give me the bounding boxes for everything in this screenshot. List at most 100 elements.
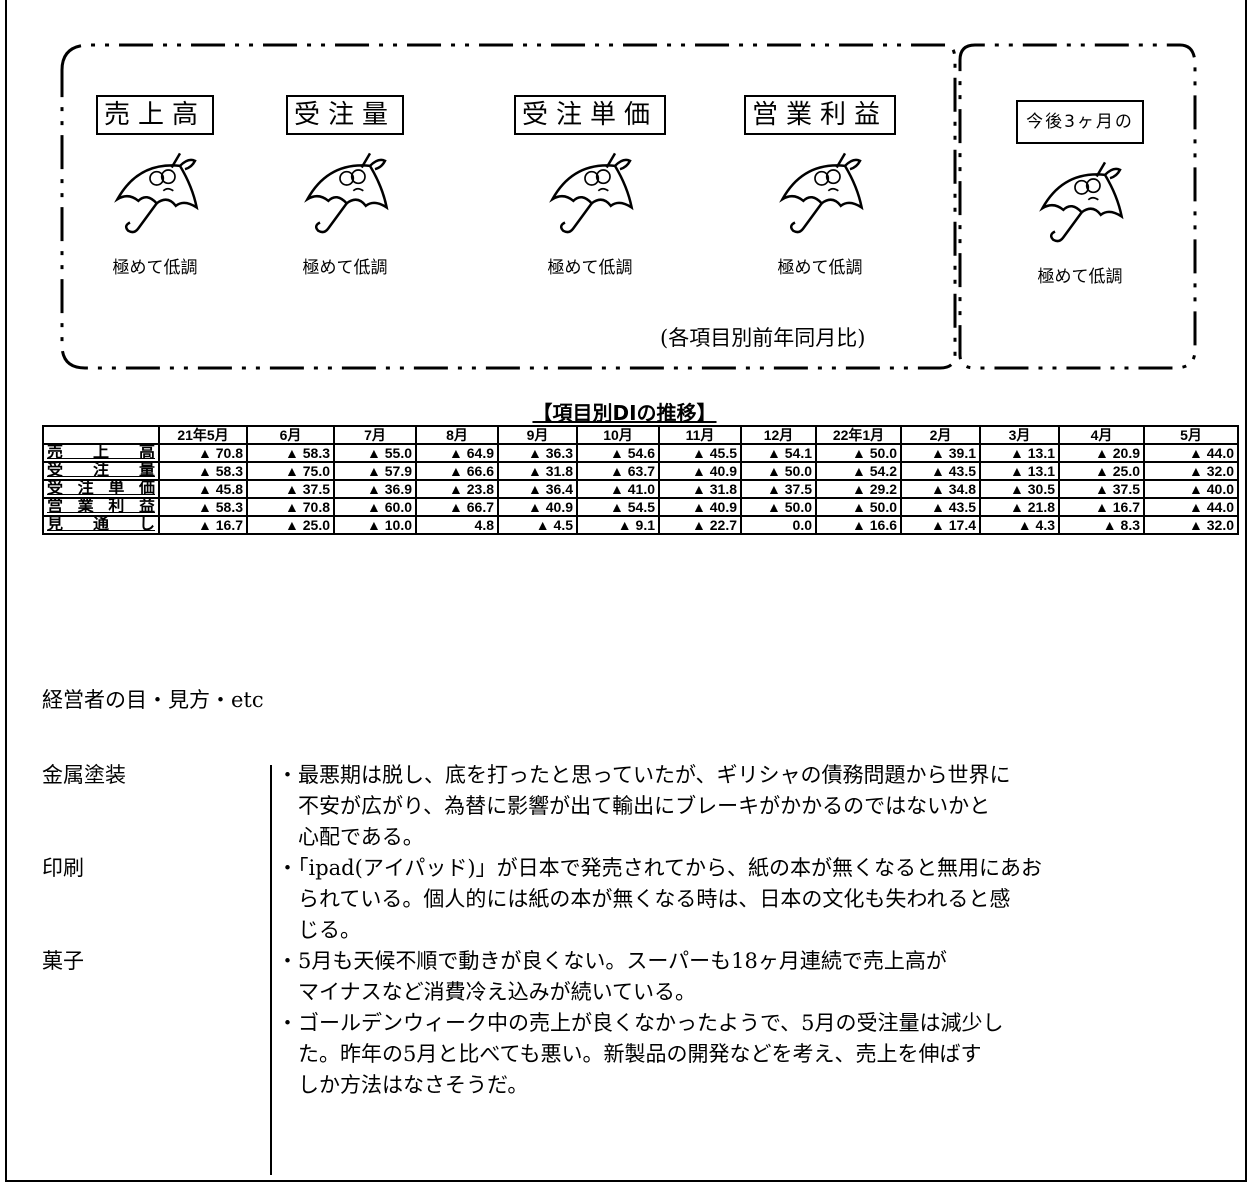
cell: ▲ 36.4	[497, 479, 578, 499]
cell: ▲ 37.5	[740, 479, 817, 499]
comment-body: ・最悪期は脱し、底を打ったと思っていたが、ギリシャの債務問題から世界に 不安が広が…	[277, 760, 1011, 853]
cell: ▲ 4.5	[497, 515, 578, 535]
comment-line: しか方法はなさそうだ。	[298, 1073, 529, 1097]
data-row: 受注量 ▲ 58.3 ▲ 75.0 ▲ 57.9 ▲ 66.6 ▲ 31.8 ▲ 63.7 ▲…	[42, 461, 1239, 481]
umbrella-icon	[105, 149, 205, 241]
comment-line: ・「ipad(アイパッド)」が日本で発売されてから、紙の本が無くなると無用にあお	[277, 856, 1042, 880]
comment-line: じる。	[298, 918, 361, 942]
column-header: 3月	[979, 425, 1060, 445]
cell: ▲ 58.3	[158, 497, 248, 517]
item-status: 極めて低調	[112, 258, 198, 278]
cell: ▲ 10.0	[333, 515, 417, 535]
cell: ▲ 21.8	[979, 497, 1060, 517]
cell: ▲ 4.3	[979, 515, 1060, 535]
corner-cell	[42, 425, 160, 445]
column-header: 22年1月	[815, 425, 902, 445]
item-status: 極めて低調	[547, 258, 633, 278]
cell: ▲ 34.8	[900, 479, 981, 499]
item-label: 受注単価	[513, 95, 666, 135]
umbrella-icon	[1030, 158, 1130, 250]
comment-paragraph: ・ゴールデンウィーク中の売上が良くなかったようで、5月の受注量は減少し た。昨年の…	[277, 1008, 1004, 1101]
cell: ▲ 54.1	[740, 443, 817, 463]
industry: 菓子	[42, 949, 84, 973]
cell: ▲ 16.7	[158, 515, 248, 535]
cell: ▲ 9.1	[576, 515, 660, 535]
umbrella-icon	[540, 149, 640, 241]
column-header: 9月	[497, 425, 578, 445]
column-header: 2月	[900, 425, 981, 445]
cell: ▲ 25.0	[246, 515, 335, 535]
cell: ▲ 29.2	[815, 479, 902, 499]
cell: ▲ 60.0	[333, 497, 417, 517]
row-label: 見通し	[42, 515, 160, 535]
cell: ▲ 36.3	[497, 443, 578, 463]
data-row: 見通し ▲ 16.7 ▲ 25.0 ▲ 10.0 4.8 ▲ 4.5 ▲ 9.1 ▲ 22.7…	[42, 515, 1239, 535]
cell: ▲ 23.8	[415, 479, 499, 499]
cell: ▲ 40.9	[658, 461, 742, 481]
cell: 0.0	[740, 515, 817, 535]
cell: ▲ 32.0	[1143, 515, 1239, 535]
row-label: 売上高	[42, 443, 160, 463]
industry: 金属塗装	[42, 763, 126, 787]
cell: ▲ 50.0	[740, 461, 817, 481]
cell: ▲ 22.7	[658, 515, 742, 535]
comment-body: ・「ipad(アイパッド)」が日本で発売されてから、紙の本が無くなると無用にあお…	[277, 853, 1042, 946]
column-header: 5月	[1143, 425, 1239, 445]
cell: ▲ 75.0	[246, 461, 335, 481]
row-label: 受注量	[42, 461, 160, 481]
column-header: 6月	[246, 425, 335, 445]
cell: ▲ 45.5	[658, 443, 742, 463]
cell: ▲ 40.0	[1143, 479, 1239, 499]
cell: ▲ 16.6	[815, 515, 902, 535]
comment-line: ・ゴールデンウィーク中の売上が良くなかったようで、5月の受注量は減少し	[277, 1011, 1004, 1035]
forecast-item: 売上高 極めて低調	[70, 95, 240, 278]
comment-line: マイナスなど消費冷え込みが続いている。	[298, 980, 696, 1004]
cell: ▲ 31.8	[658, 479, 742, 499]
cell: ▲ 58.3	[246, 443, 335, 463]
row-label: 受注単価	[42, 479, 160, 499]
item-status: 極めて低調	[777, 258, 863, 278]
comment-line: 不安が広がり、為替に影響が出て輸出にブレーキがかかるのではないかと	[298, 794, 991, 818]
comment-entry: 金属塗装 ・最悪期は脱し、底を打ったと思っていたが、ギリシャの債務問題から世界に不…	[42, 760, 1232, 853]
data-row: 営業利益 ▲ 58.3 ▲ 70.8 ▲ 60.0 ▲ 66.7 ▲ 40.9 ▲ 54.5…	[42, 497, 1239, 517]
outlook-label: 今後3ヶ月の	[1016, 100, 1144, 144]
forecast-item: 受注量 極めて低調	[260, 95, 430, 278]
cell: ▲ 43.5	[900, 497, 981, 517]
comment-line: た。昨年の5月と比べても悪い。新製品の開発などを考え、売上を伸ばす	[298, 1042, 982, 1066]
item-label: 売上高	[95, 95, 214, 135]
comment-paragraph: ・「ipad(アイパッド)」が日本で発売されてから、紙の本が無くなると無用にあお…	[277, 853, 1042, 946]
comment-line: ・5月も天候不順で動きが良くない。スーパーも18ヶ月連続で売上高が	[277, 949, 947, 973]
cell: ▲ 70.8	[246, 497, 335, 517]
comment-entry: 菓子 ・5月も天候不順で動きが良くない。スーパーも18ヶ月連続で売上高がマイナスな…	[42, 946, 1232, 1101]
column-header: 11月	[658, 425, 742, 445]
cell: ▲ 66.6	[415, 461, 499, 481]
cell: ▲ 13.1	[979, 461, 1060, 481]
divider	[270, 765, 272, 1175]
cell: ▲ 36.9	[333, 479, 417, 499]
cell: ▲ 57.9	[333, 461, 417, 481]
cell: ▲ 54.2	[815, 461, 902, 481]
cell: ▲ 20.9	[1058, 443, 1145, 463]
item-label: 受注量	[285, 95, 404, 135]
cell: ▲ 50.0	[815, 443, 902, 463]
comment-paragraph: ・5月も天候不順で動きが良くない。スーパーも18ヶ月連続で売上高がマイナスなど消…	[277, 946, 1004, 1008]
data-row: 受注単価 ▲ 45.8 ▲ 37.5 ▲ 36.9 ▲ 23.8 ▲ 36.4 ▲ 41.0…	[42, 479, 1239, 499]
panel-border	[60, 43, 1197, 370]
comments-title: 経営者の目・見方・etc	[42, 688, 264, 712]
umbrella-icon	[295, 149, 395, 241]
column-header: 12月	[740, 425, 817, 445]
column-header: 7月	[333, 425, 417, 445]
item-status: 極めて低調	[302, 258, 388, 278]
comment-line: られている。個人的には紙の本が無くなる時は、日本の文化も失われると感	[298, 887, 1011, 911]
outlook: 今後3ヶ月の 極めて低調	[995, 100, 1165, 287]
comment-paragraph: ・最悪期は脱し、底を打ったと思っていたが、ギリシャの債務問題から世界に 不安が広が…	[277, 760, 1011, 853]
umbrella-icon	[770, 149, 870, 241]
comment-entry: 印刷 ・「ipad(アイパッド)」が日本で発売されてから、紙の本が無くなると無用に…	[42, 853, 1232, 946]
cell: ▲ 50.0	[815, 497, 902, 517]
cell: ▲ 13.1	[979, 443, 1060, 463]
cell: ▲ 45.8	[158, 479, 248, 499]
data-row: 売上高 ▲ 70.8 ▲ 58.3 ▲ 55.0 ▲ 64.9 ▲ 36.3 ▲ 54.6 ▲…	[42, 443, 1239, 463]
cell: 4.8	[415, 515, 499, 535]
cell: ▲ 39.1	[900, 443, 981, 463]
cell: ▲ 37.5	[1058, 479, 1145, 499]
